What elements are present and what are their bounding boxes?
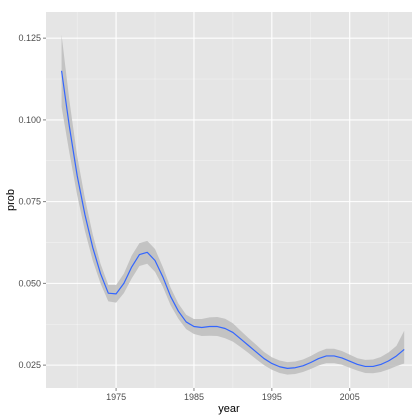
y-tick-label: 0.125	[18, 33, 41, 43]
x-axis-title: year	[218, 403, 240, 415]
y-tick-label: 0.025	[18, 360, 41, 370]
x-tick-label: 2005	[340, 392, 360, 402]
axis-ticks	[43, 37, 351, 391]
series-line	[60, 70, 405, 369]
y-axis-title: prob	[5, 189, 17, 211]
y-tick-label: 0.075	[18, 197, 41, 207]
y-tick-label: 0.050	[18, 278, 41, 288]
x-tick-label: 1995	[262, 392, 282, 402]
x-tick-label: 1985	[184, 392, 204, 402]
x-tick-label: 1975	[106, 392, 126, 402]
tick-labels: 1975 1985 1995 2005 0.025 0.050 0.075 0.100 0.12…	[18, 33, 359, 402]
y-tick-label: 0.100	[18, 115, 41, 125]
